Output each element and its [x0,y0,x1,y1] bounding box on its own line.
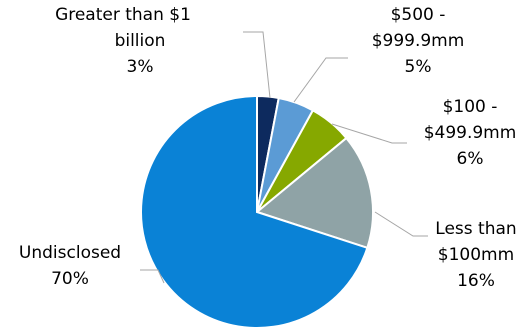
slice-value-label-undisclosed: 70% [51,269,89,289]
leader-lines [140,31,428,284]
slice-category-label-gt-1b: billion [115,31,166,51]
leader-line-undisclosed [140,269,165,284]
slice-value-label-500-999: 5% [405,57,432,77]
slice-category-label-lt-100: Less than [435,219,516,239]
slice-category-label-undisclosed: Undisclosed [19,243,121,263]
leader-line-100-499 [331,123,407,144]
slice-category-label-lt-100: $100mm [438,245,514,265]
leader-line-lt-100 [374,211,428,237]
slice-value-label-lt-100: 16% [457,271,495,291]
slice-category-label-500-999: $500 - [391,5,446,25]
slice-labels: Greater than $1 billion 3% $500 - $999.9mm 5%… [19,5,517,291]
slice-category-label-500-999: $999.9mm [372,31,465,51]
slice-value-label-100-499: 6% [457,149,484,169]
slice-category-label-gt-1b: Greater than $1 [55,5,191,25]
leader-line-500-999 [293,57,348,103]
pie-slices [140,94,374,329]
leader-line-gt-1b [243,31,271,99]
slice-category-label-100-499: $100 - [443,97,498,117]
slice-value-label-gt-1b: 3% [127,57,154,77]
slice-category-label-100-499: $499.9mm [424,123,517,143]
